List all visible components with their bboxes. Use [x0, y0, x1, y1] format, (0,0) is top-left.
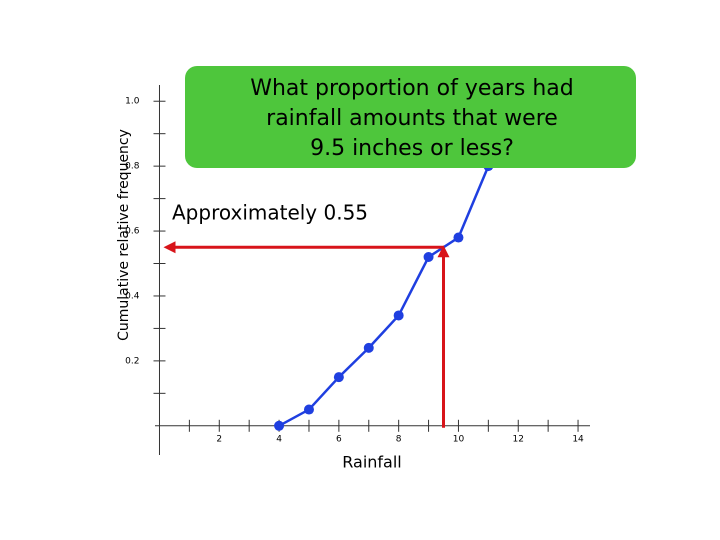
x-tick-label: 2: [216, 434, 222, 444]
x-tick-label: 10: [453, 434, 465, 444]
question-text: 9.5 inches or less?: [310, 136, 514, 161]
data-point: [453, 232, 464, 243]
y-tick-label: 1.0: [125, 97, 140, 107]
x-tick-label: 4: [276, 434, 282, 444]
answer-text: Approximately 0.55: [172, 201, 368, 225]
x-tick-label: 14: [572, 434, 584, 444]
data-point: [393, 310, 404, 321]
y-tick-label: 0.8: [125, 162, 140, 172]
arrowhead: [163, 241, 176, 254]
data-point: [274, 420, 285, 431]
x-tick-label: 12: [513, 434, 524, 444]
data-point: [303, 404, 314, 415]
data-point: [423, 252, 434, 263]
y-axis-label: Cumulative relative frequency: [116, 129, 132, 341]
series-line: [278, 165, 490, 427]
arrowhead: [437, 245, 450, 258]
plot-area: 2 4 6 8 10 12 14 0.2 0.4 0.6 1.0 0.8: [125, 85, 590, 455]
question-box: [185, 66, 636, 168]
y-tick-label: 0.4: [125, 291, 140, 301]
x-tick-label: 6: [336, 434, 342, 444]
annotations: What proportion of years had rainfall amo…: [163, 66, 636, 428]
data-point: [363, 342, 374, 353]
y-tick-label: 0.2: [125, 356, 139, 366]
y-tick-label: 0.6: [125, 227, 140, 237]
question-text: rainfall amounts that were: [266, 106, 558, 131]
x-axis-label: Rainfall: [342, 453, 401, 472]
data-point: [333, 372, 344, 383]
question-text: What proportion of years had: [250, 76, 574, 101]
x-tick-label: 8: [396, 434, 402, 444]
